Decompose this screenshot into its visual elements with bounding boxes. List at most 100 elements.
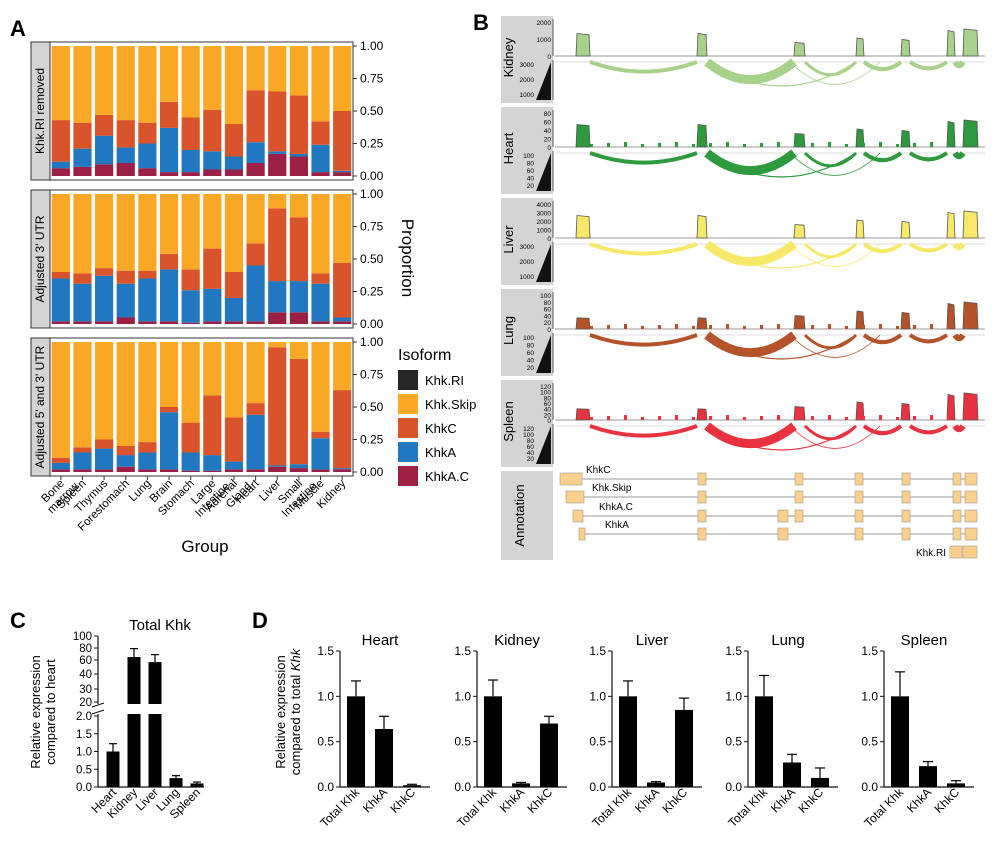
- panel-b: Kidney200010000300020001000Heart80604020…: [501, 16, 985, 560]
- tissue-label: Liver: [501, 225, 516, 254]
- stacked-bar-segment: [246, 163, 265, 176]
- annotation-strip: [501, 471, 553, 560]
- coverage-tick-label: 1000: [537, 228, 552, 235]
- stacked-bar-segment: [268, 153, 287, 176]
- coverage-peak: [696, 408, 708, 421]
- junction-tick-label: 100: [523, 335, 534, 342]
- y-tick-label: 1.0: [725, 689, 742, 703]
- x-tick-label: KhkA: [632, 785, 662, 815]
- stacked-bar-segment: [289, 358, 308, 465]
- stacked-bar-segment: [181, 269, 200, 291]
- splice-junction-arc: [803, 242, 858, 259]
- stacked-bar-segment: [268, 342, 287, 348]
- coverage-tick-label: 3000: [537, 211, 552, 218]
- stacked-bar-segment: [73, 273, 92, 284]
- junction-tick-label: 40: [527, 358, 535, 365]
- stacked-bar-segment: [224, 417, 244, 462]
- panel-label-c: C: [10, 608, 26, 633]
- legend-swatch: [398, 418, 418, 438]
- junction-tick-label: 100: [523, 432, 534, 439]
- coverage-noise: [658, 143, 661, 147]
- splice-junction-arc: [706, 243, 857, 269]
- coverage-noise: [726, 415, 729, 420]
- coverage-noise: [641, 144, 644, 147]
- coverage-tick-label: 0: [547, 54, 551, 61]
- transcript-label: KhkA.C: [599, 502, 633, 513]
- transcript-exon: [952, 490, 962, 504]
- junction-tick-label: 20: [527, 183, 535, 190]
- coverage-peak: [793, 315, 806, 330]
- coverage-noise: [930, 142, 933, 147]
- stacked-bar-segment: [138, 442, 157, 453]
- stacked-bar-segment: [73, 122, 92, 149]
- coverage-noise: [641, 326, 644, 329]
- stacked-bar-segment: [268, 465, 287, 467]
- bar: [127, 714, 141, 787]
- stacked-bar-segment: [159, 253, 179, 270]
- junction-tick-label: 1000: [520, 92, 535, 99]
- transcript-label: Khk.Skip: [592, 483, 632, 494]
- stacked-bar-segment: [95, 342, 114, 440]
- stacked-bar-segment: [138, 168, 157, 176]
- stacked-bar-segment: [51, 194, 70, 272]
- stacked-bar-segment: [116, 163, 135, 176]
- stacked-bar-segment: [73, 447, 92, 453]
- stacked-bar-segment: [95, 114, 114, 136]
- transcript-exon: [559, 472, 583, 486]
- stacked-bar-segment: [268, 91, 287, 152]
- transcript-exon: [794, 490, 804, 504]
- stacked-bar-segment: [311, 321, 330, 324]
- coverage-noise: [743, 417, 746, 420]
- coverage-peak: [575, 408, 591, 421]
- y-tick-label: 1.5: [589, 644, 606, 658]
- splice-junction-arc: [803, 60, 858, 77]
- transcript-exon: [565, 490, 585, 504]
- panel-d-ylabel: Relative expressioncompared to total Khk: [273, 647, 303, 775]
- coverage-tick-label: 0: [547, 236, 551, 243]
- stacked-bar-segment: [181, 422, 200, 453]
- bar: [106, 751, 120, 787]
- stacked-bar-segment: [203, 288, 222, 322]
- stacked-bar-segment: [246, 321, 265, 324]
- y-tick-label: 1.00: [360, 39, 384, 53]
- coverage-tick-label: 20: [544, 320, 552, 327]
- x-tick-label: KhkA: [360, 785, 390, 815]
- stacked-bar-segment: [95, 439, 114, 449]
- junction-tick-label: 60: [527, 168, 535, 175]
- stacked-bar-segment: [333, 321, 352, 324]
- coverage-tick-label: 80: [544, 111, 552, 118]
- panel-label-a: A: [10, 16, 26, 41]
- splice-junction-arc: [789, 243, 881, 267]
- transcript-exon: [854, 472, 864, 486]
- stacked-bar-segment: [73, 321, 92, 324]
- stacked-bar-segment: [311, 121, 330, 145]
- transcript-label: KhkA: [605, 520, 629, 531]
- stacked-bar-segment: [311, 144, 330, 173]
- coverage-noise: [845, 144, 848, 147]
- splice-junction-arc: [862, 60, 903, 72]
- tissue-label: Spleen: [501, 401, 516, 441]
- stacked-bar-segment: [311, 172, 330, 176]
- stacked-bar-segment: [51, 321, 70, 324]
- bar: [755, 696, 773, 787]
- coverage-tick-label: 80: [544, 300, 552, 307]
- coverage-noise: [879, 324, 882, 329]
- junction-scale-wedge: [536, 335, 551, 373]
- y-tick-label: 0.0: [725, 780, 742, 794]
- transcript-exon: [697, 509, 707, 523]
- stacked-bar-segment: [116, 194, 135, 271]
- splice-junction-arc: [952, 333, 966, 342]
- stacked-bar-segment: [333, 170, 352, 173]
- y-tick-label: 0.5: [589, 735, 606, 749]
- y-tick-label: 1.0: [317, 689, 334, 703]
- transcript-exon: [777, 509, 789, 523]
- stacked-bar-segment: [203, 169, 222, 176]
- stacked-bar-segment: [203, 194, 222, 249]
- stacked-bar-segment: [159, 127, 179, 173]
- stacked-bar-segment: [181, 290, 200, 323]
- transcript-exon: [854, 509, 864, 523]
- coverage-peak: [575, 33, 591, 57]
- junction-tick-label: 40: [527, 450, 535, 457]
- transcript-exon: [578, 527, 586, 541]
